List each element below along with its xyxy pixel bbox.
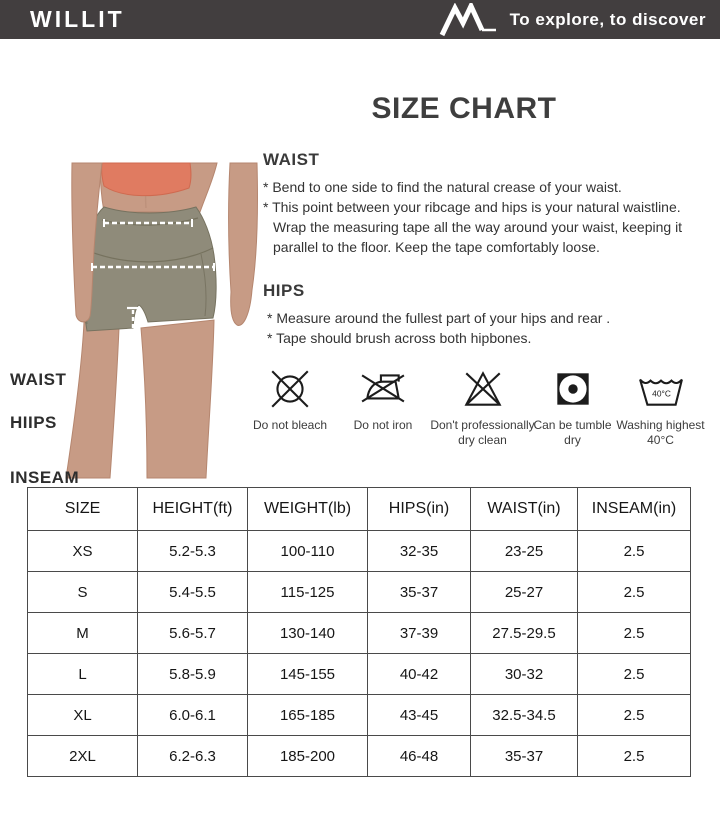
measurement-cell: 40-42 [367, 653, 471, 695]
brand-tagline: To explore, to discover [509, 9, 706, 29]
inseam-measure-line [127, 306, 139, 333]
waist-instructions-section: WAIST * Bend to one side to find the nat… [263, 150, 715, 257]
model-figure: WAIST HIIPS INSEAM [0, 150, 260, 487]
measurement-cell: 6.2-6.3 [137, 735, 248, 777]
do-not-bleach-icon [271, 370, 309, 408]
hips-measure-line [91, 263, 215, 271]
size-column-header: WAIST(in) [470, 487, 578, 531]
size-chart-table: SIZE HEIGHT(ft) WEIGHT(lb) HIPS(in) WAIST(in… [27, 487, 691, 777]
measurement-cell: 2.5 [577, 653, 691, 695]
measurement-cell: 165-185 [247, 694, 368, 736]
measurement-cell: 2.5 [577, 612, 691, 654]
measurement-cell: 5.2-5.3 [137, 530, 248, 572]
measurement-cell: 100-110 [247, 530, 368, 572]
measurement-cell: 6.0-6.1 [137, 694, 248, 736]
care-label: Do not bleach [252, 418, 328, 432]
instruction-bullet: * Measure around the fullest part of you… [267, 310, 611, 326]
size-table-row: XL 6.0-6.1 165-185 43-45 32.5-34.5 2.5 [27, 694, 691, 736]
waist-bullet-list: * Bend to one side to find the natural c… [263, 177, 715, 257]
care-label: Washing highest 40°C [616, 418, 705, 447]
size-table-header-row: SIZE HEIGHT(ft) WEIGHT(lb) HIPS(in) WAIST(in… [27, 487, 691, 531]
do-not-iron-icon [361, 374, 405, 403]
measurement-cell: 2.5 [577, 694, 691, 736]
measurement-cell: 5.8-5.9 [137, 653, 248, 695]
measurement-cell: 27.5-29.5 [470, 612, 578, 654]
care-item-dont-dry-clean: Don't professionally dry clean [425, 366, 540, 448]
waist-measure-line [103, 219, 193, 227]
shorts-model-illustration [65, 162, 258, 479]
size-column-header: WEIGHT(lb) [247, 487, 368, 531]
brand-header: WILLIT To explore, to discover [0, 0, 720, 39]
size-column-header: HEIGHT(ft) [137, 487, 248, 531]
measurement-cell: 145-155 [247, 653, 368, 695]
measurement-cell: 2.5 [577, 571, 691, 613]
measurement-cell: 130-140 [247, 612, 368, 654]
care-item-do-not-iron: Do not iron [343, 366, 423, 433]
hips-section-heading: HIPS [263, 281, 305, 300]
instruction-bullet: * Bend to one side to find the natural c… [263, 179, 622, 195]
measurement-cell: 5.6-5.7 [137, 612, 248, 654]
size-table-row: XS 5.2-5.3 100-110 32-35 23-25 2.5 [27, 530, 691, 572]
mountain-logo-icon [439, 2, 496, 36]
size-column-header: HIPS(in) [367, 487, 471, 531]
care-label: Can be tumble dry [533, 418, 612, 447]
size-table-row: S 5.4-5.5 115-125 35-37 25-27 2.5 [27, 571, 691, 613]
care-label: Do not iron [353, 418, 413, 432]
instruction-bullet: * This point between your ribcage and hi… [263, 199, 683, 255]
size-cell: L [27, 653, 138, 695]
measurement-cell: 35-37 [470, 735, 578, 777]
measurement-cell: 30-32 [470, 653, 578, 695]
brand-tagline-group: To explore, to discover [438, 2, 706, 37]
measurement-cell: 32-35 [367, 530, 471, 572]
measurement-cell: 2.5 [577, 735, 691, 777]
size-table-row: 2XL 6.2-6.3 185-200 46-48 35-37 2.5 [27, 735, 691, 777]
care-item-do-not-bleach: Do not bleach [245, 366, 335, 433]
brand-logo-text: WILLIT [30, 6, 125, 32]
figure-label-waist: WAIST [10, 370, 67, 389]
measurement-cell: 32.5-34.5 [470, 694, 578, 736]
size-table-row: L 5.8-5.9 145-155 40-42 30-32 2.5 [27, 653, 691, 695]
measurement-cell: 46-48 [367, 735, 471, 777]
hips-instructions-section: HIPS * Measure around the fullest part o… [263, 281, 715, 348]
page-title: SIZE CHART [371, 92, 557, 125]
hips-bullet-list: * Measure around the fullest part of you… [263, 308, 715, 348]
measurement-cell: 185-200 [247, 735, 368, 777]
measurement-cell: 23-25 [470, 530, 578, 572]
instruction-bullet: * Tape should brush across both hipbones… [267, 330, 532, 346]
size-cell: XS [27, 530, 138, 572]
size-table-row: M 5.6-5.7 130-140 37-39 27.5-29.5 2.5 [27, 612, 691, 654]
size-column-header: SIZE [27, 487, 138, 531]
tumble-dry-icon [556, 373, 589, 405]
care-label: Don't professionally dry clean [430, 418, 535, 447]
size-cell: 2XL [27, 735, 138, 777]
measurement-cell: 37-39 [367, 612, 471, 654]
measurement-cell: 25-27 [470, 571, 578, 613]
waist-section-heading: WAIST [263, 150, 320, 169]
care-item-washing-40: 40°C Washing highest 40°C [608, 366, 713, 448]
measurement-cell: 2.5 [577, 530, 691, 572]
figure-label-inseam: INSEAM [10, 468, 80, 487]
measurement-cell: 115-125 [247, 571, 368, 613]
measurement-cell: 43-45 [367, 694, 471, 736]
size-column-header: INSEAM(in) [577, 487, 691, 531]
size-cell: S [27, 571, 138, 613]
measurement-cell: 5.4-5.5 [137, 571, 248, 613]
washing-40c-icon: 40°C [638, 378, 683, 406]
size-cell: XL [27, 694, 138, 736]
dont-professionally-dry-clean-icon [464, 371, 501, 406]
measurement-cell: 35-37 [367, 571, 471, 613]
size-cell: M [27, 612, 138, 654]
figure-label-hips: HIIPS [10, 413, 57, 432]
size-table-body: XS 5.2-5.3 100-110 32-35 23-25 2.5 S 5.4-5.5 115… [27, 530, 691, 777]
care-item-tumble-dry: Can be tumble dry [530, 366, 615, 448]
washing-temp-badge: 40°C [652, 388, 671, 398]
